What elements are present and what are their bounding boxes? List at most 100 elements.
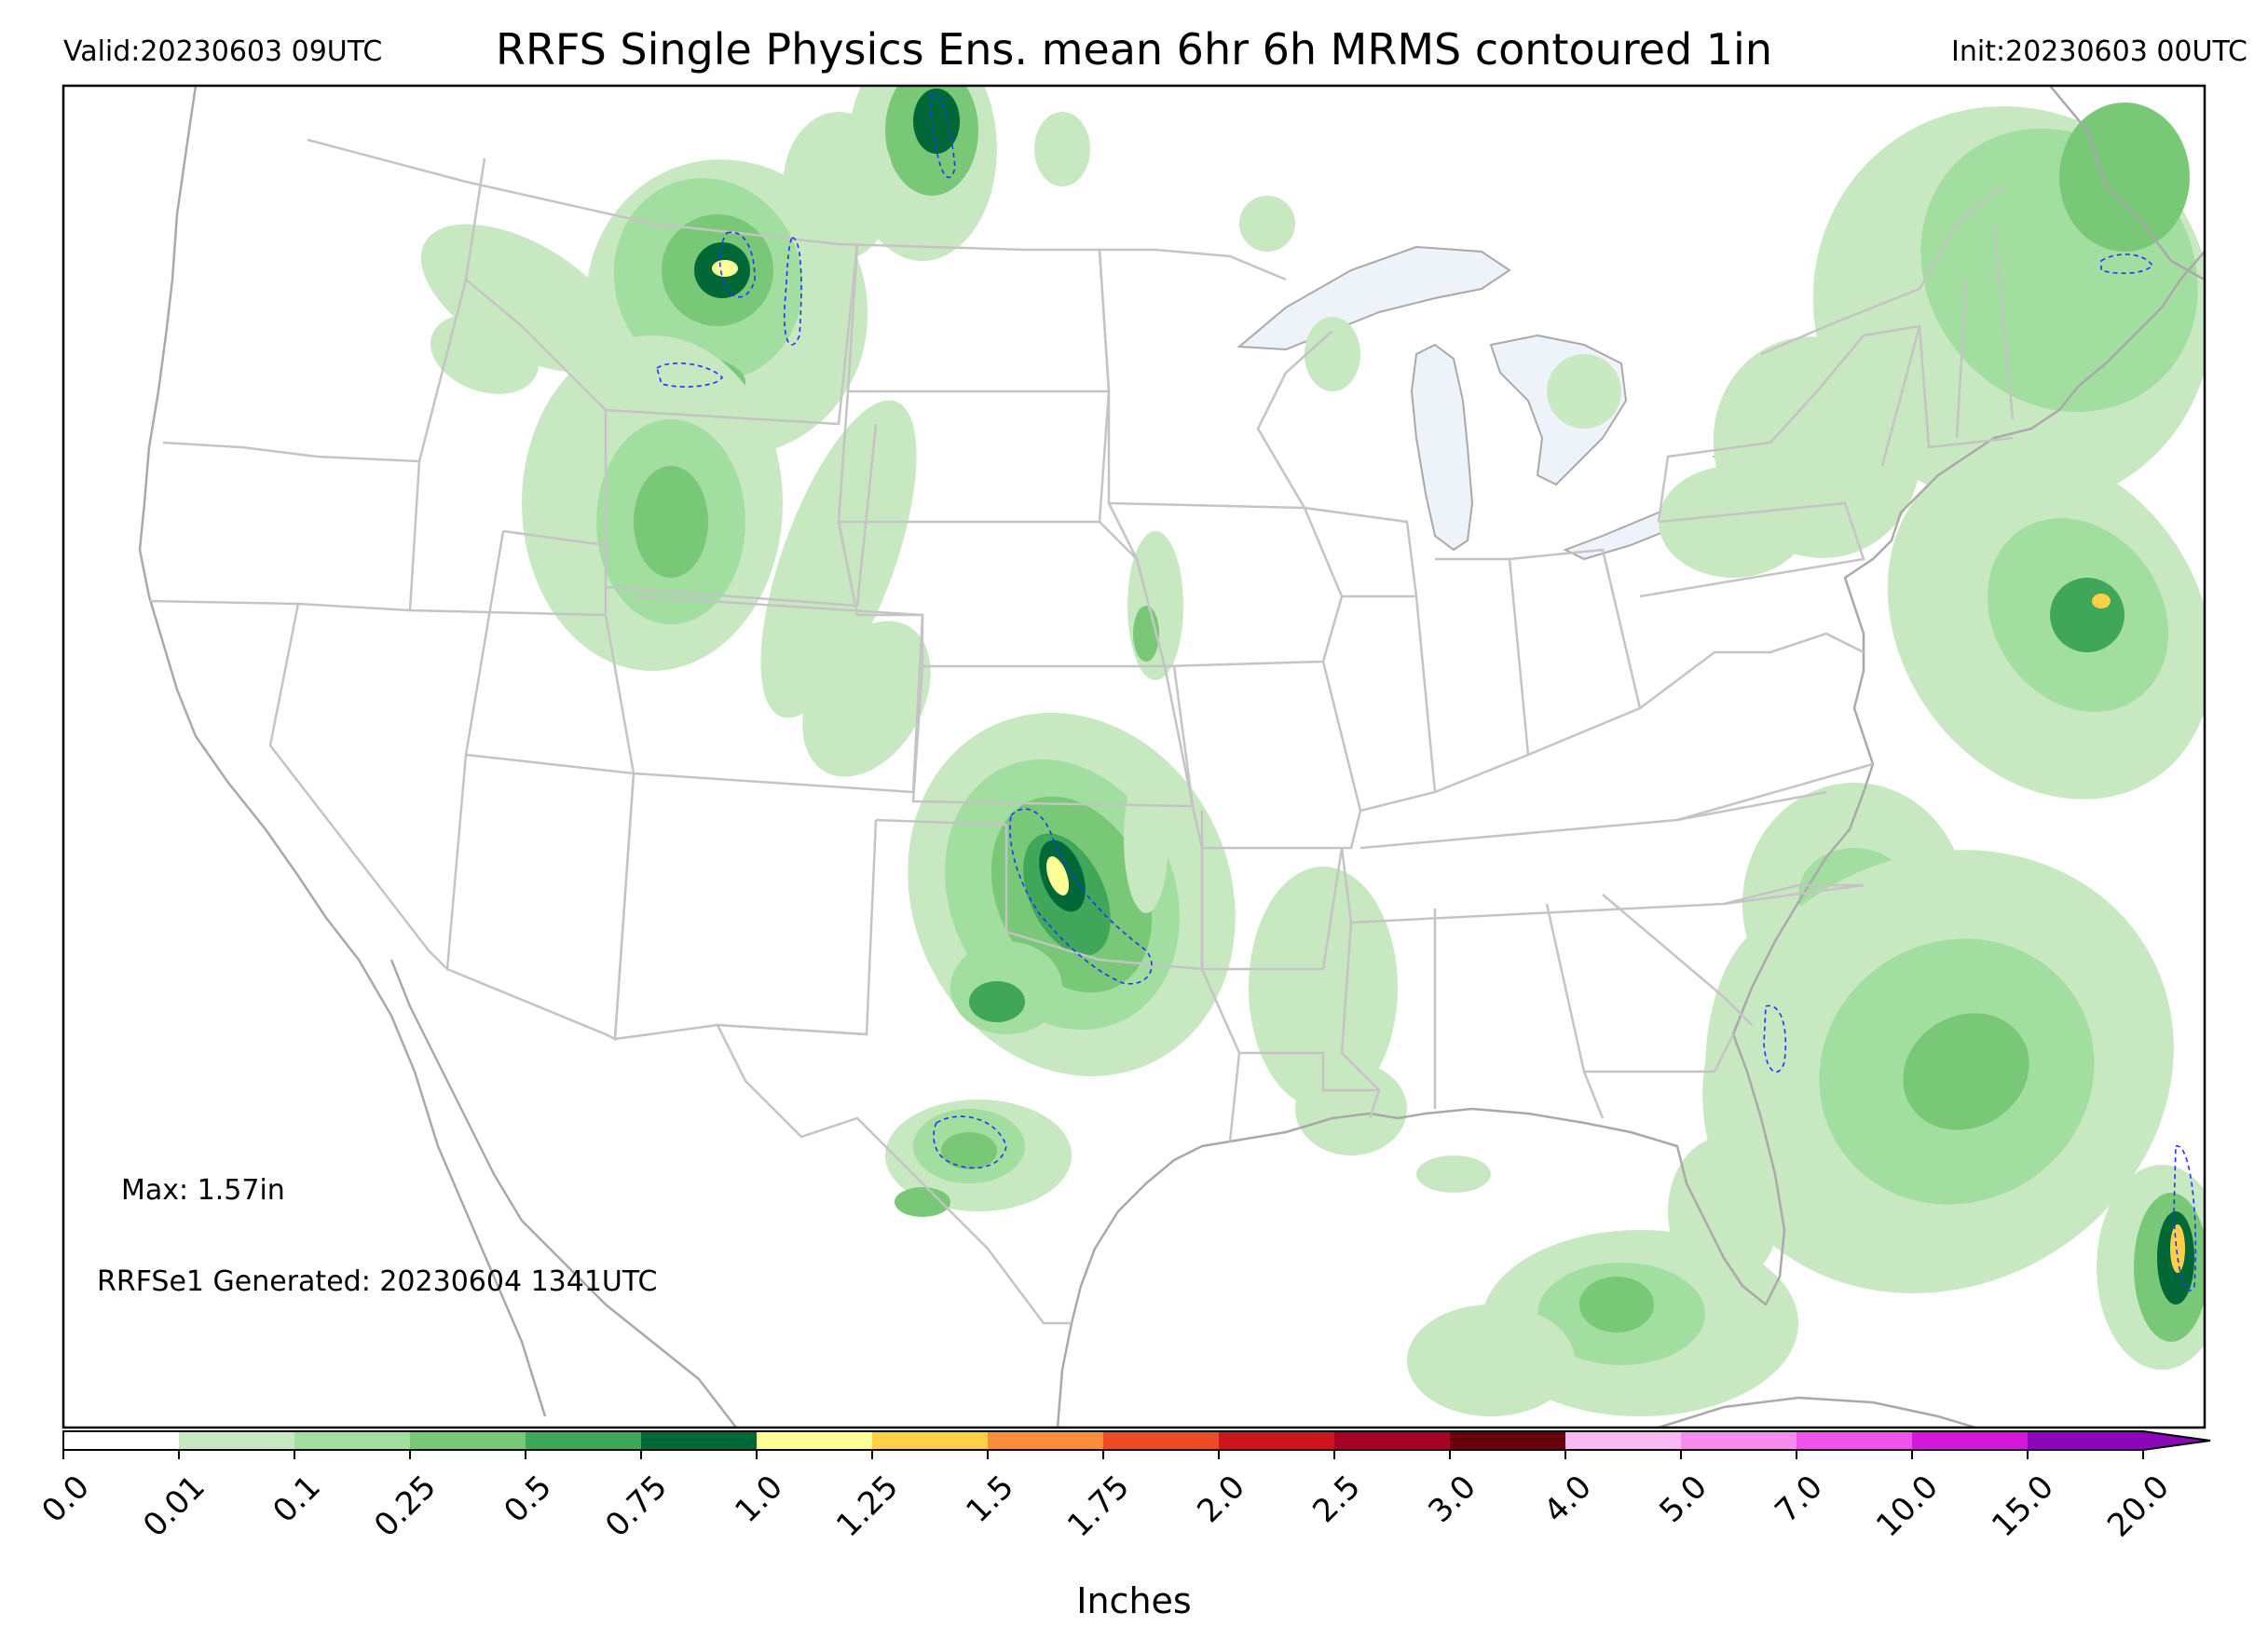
precip-blob — [913, 89, 960, 154]
precip-blob — [1668, 1137, 1780, 1286]
precip-blob — [895, 1187, 950, 1217]
colorbar-tick-label: 10.0 — [1869, 1469, 1946, 1545]
precip-blob — [1416, 1155, 1491, 1193]
nevada-border — [268, 530, 505, 972]
precip-blob — [2092, 594, 2111, 608]
washington-oregon-border — [162, 441, 420, 463]
colorbar-bin — [1450, 1431, 1566, 1450]
colorbar-tick-label: 1.0 — [728, 1469, 790, 1531]
colorbar-tick-label: 0.5 — [497, 1469, 559, 1531]
colorbar-bin — [1103, 1431, 1220, 1450]
colorbar-tick-label: 0.0 — [34, 1469, 97, 1531]
precip-blob — [1547, 354, 1621, 429]
mrms-contour-florida — [1763, 1004, 1787, 1073]
mrms-contour-texas — [933, 1115, 1007, 1169]
colorbar-bin — [1565, 1431, 1682, 1450]
lake-michigan — [1410, 343, 1474, 552]
precip-blob — [1579, 1277, 1654, 1332]
idaho-border — [408, 157, 607, 617]
colorbar-bin — [757, 1431, 873, 1450]
precip-blob — [1659, 466, 1808, 578]
colorbar-bin — [294, 1431, 411, 1450]
precip-blob — [1034, 112, 1090, 186]
colorbar-label: Inches — [1076, 1580, 1192, 1621]
state-borders — [148, 138, 2015, 1325]
colorbar-bin — [63, 1431, 180, 1450]
mrms-contour-southdakota — [929, 91, 956, 179]
precip-blob — [2059, 102, 2190, 252]
colorbar-extend-arrow — [2143, 1431, 2210, 1450]
precip-blob — [1903, 1013, 2029, 1130]
precip-blob — [1124, 764, 1168, 913]
colorbar-bin — [179, 1431, 295, 1450]
precip-blob — [712, 260, 738, 277]
colorbar-tick-label: 3.0 — [1421, 1469, 1483, 1531]
utah-border — [465, 529, 635, 775]
colorbar-tick-label: 15.0 — [1985, 1469, 2061, 1545]
indiana-ohio-border — [1434, 548, 1642, 794]
colorbar-ticks: 0.0 0.01 0.1 0.25 0.5 0.75 1.0 1.25 1.5 1.75 2.0 2.… — [34, 1450, 2177, 1544]
new-england-borders — [1918, 223, 2015, 449]
precip-blob — [1249, 867, 1398, 1109]
kansas-border — [911, 665, 1195, 808]
colorbar-tick-label: 4.0 — [1537, 1469, 1599, 1531]
precip-blob — [634, 466, 708, 578]
west-coast — [138, 86, 547, 1417]
missouri-border — [1163, 661, 1362, 850]
colorbar-bin — [872, 1431, 989, 1450]
colorbar-tick-label: 1.25 — [829, 1469, 906, 1545]
mrms-contour-wyoming — [656, 362, 723, 388]
colorbar-bin — [410, 1431, 526, 1450]
gulf-coast-east — [1229, 1033, 1786, 1306]
atlantic-coast — [1731, 251, 2205, 1035]
colorbar-bin — [641, 1431, 758, 1450]
mrms-contour-montana — [718, 231, 756, 298]
colorbar-tick-label: 2.0 — [1190, 1469, 1252, 1531]
valid-time-label: Valid:20230603 09UTC — [63, 35, 383, 68]
precip-blob — [430, 314, 540, 394]
colorbar-tick-label: 1.75 — [1060, 1469, 1137, 1545]
generated-label: RRFSe1 Generated: 20230604 1341UTC — [97, 1265, 658, 1298]
colorbar-bin — [1219, 1431, 1335, 1450]
arkansas-border — [1200, 847, 1344, 971]
cuba-coast — [1658, 1396, 1976, 1428]
precip-blob — [760, 400, 917, 718]
precip-blob — [802, 621, 931, 777]
precip-blob — [1239, 196, 1295, 252]
mexico-pacific-coast — [558, 1257, 737, 1428]
colorbar-bin — [1681, 1431, 1797, 1450]
iowa-border — [1107, 502, 1344, 668]
baja-east-coast — [389, 959, 560, 1259]
colorbar-bin — [526, 1431, 642, 1450]
precip-blob — [969, 981, 1025, 1022]
precip-blob — [941, 1132, 997, 1169]
canada-coast — [2049, 86, 2205, 281]
colorbar-tick-label: 1.5 — [959, 1469, 1021, 1531]
precip-blob — [1045, 856, 1070, 895]
gulf-coast-texas — [1056, 1140, 1231, 1428]
precip-shading — [420, 86, 2205, 1416]
precip-blob — [2170, 1224, 2185, 1273]
map-frame — [61, 84, 2207, 1429]
map-title: RRFS Single Physics Ens. mean 6hr 6h MRM… — [496, 24, 1772, 75]
precip-blob — [1305, 317, 1360, 391]
colorbar-tick-label: 7.0 — [1768, 1469, 1830, 1531]
colorbar-bin — [1797, 1431, 1913, 1450]
colorbar-tick-label: 0.1 — [266, 1469, 328, 1531]
virginia-border — [1639, 632, 1874, 822]
colorbar-bin — [988, 1431, 1104, 1450]
colorbar-tick-label: 5.0 — [1652, 1469, 1715, 1531]
colorbar-bin — [1334, 1431, 1451, 1450]
mrms-1in-contours — [656, 91, 2197, 1292]
map-content — [138, 86, 2205, 1428]
max-value-label: Max: 1.57in — [121, 1174, 285, 1207]
colorbar-tick-label: 20.0 — [2100, 1469, 2177, 1545]
georgia-carolinas-border — [1584, 883, 1864, 1073]
colorbar-bins — [62, 1430, 2211, 1451]
mrms-contour-oklahoma — [1009, 808, 1153, 985]
coastlines — [138, 86, 2205, 1428]
louisiana-border — [1239, 1051, 1381, 1119]
colorado-border — [633, 594, 924, 794]
mrms-contour-atlantic — [2173, 1145, 2197, 1292]
